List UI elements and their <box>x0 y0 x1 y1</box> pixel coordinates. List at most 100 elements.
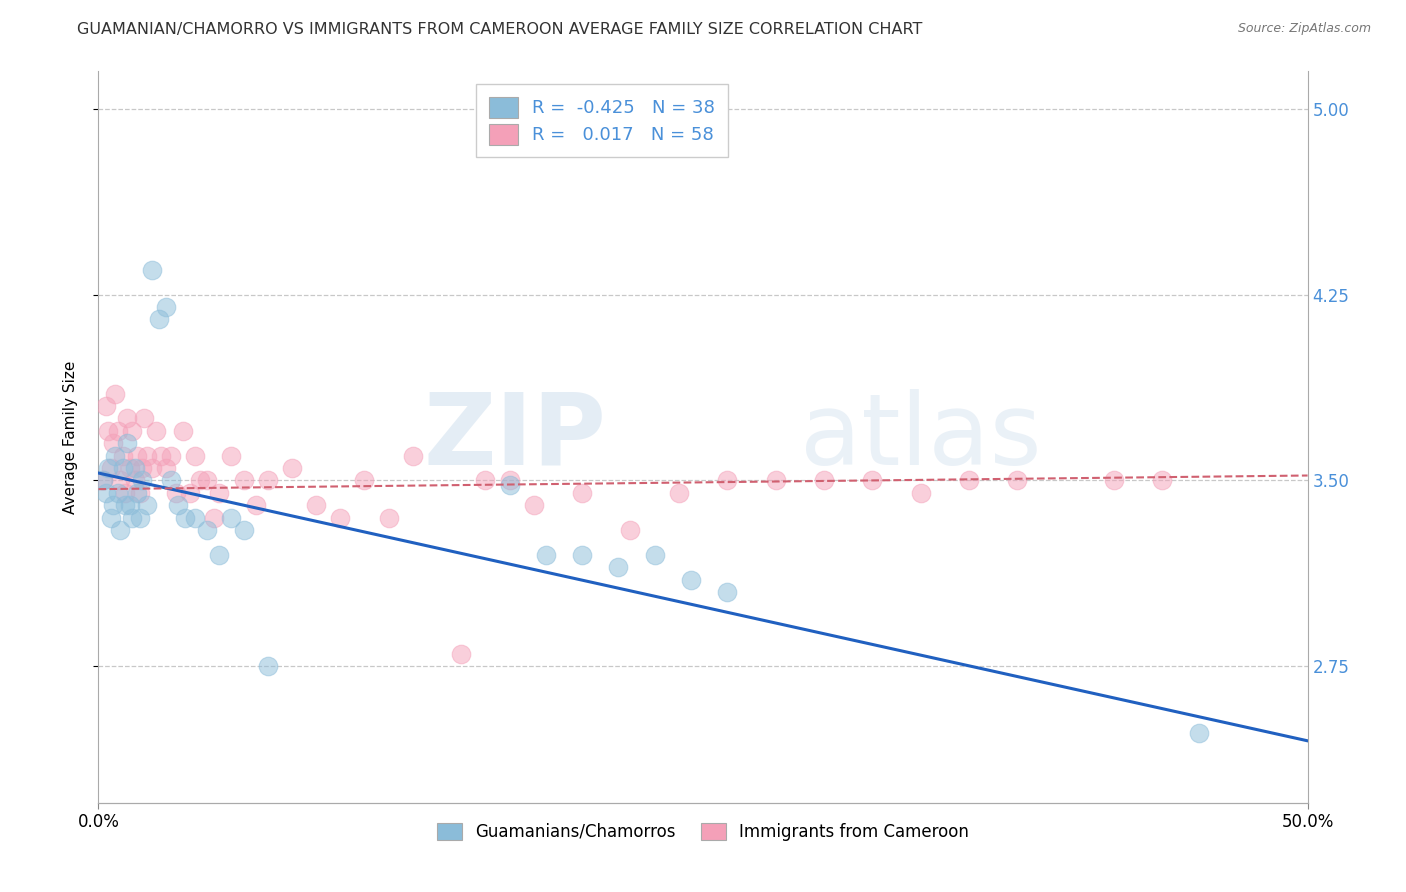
Point <box>94 399 117 413</box>
Point <box>256 659 278 673</box>
Point <box>124 474 146 488</box>
Point <box>118 498 141 512</box>
Point <box>957 474 980 488</box>
Point <box>114 486 136 500</box>
Point <box>208 548 231 562</box>
Point <box>117 411 139 425</box>
Point <box>127 486 149 500</box>
Point <box>117 436 139 450</box>
Point <box>127 449 149 463</box>
Point <box>208 486 231 500</box>
Point <box>128 486 150 500</box>
Point <box>571 486 593 500</box>
Point <box>124 461 146 475</box>
Point <box>121 510 143 524</box>
Point <box>281 461 304 475</box>
Point <box>1152 474 1174 488</box>
Y-axis label: Average Family Size: Average Family Size <box>63 360 77 514</box>
Point <box>329 510 352 524</box>
Point <box>221 510 243 524</box>
Point <box>108 474 131 488</box>
Point <box>450 647 472 661</box>
Point <box>474 474 496 488</box>
Text: atlas: atlas <box>800 389 1042 485</box>
Point <box>256 474 278 488</box>
Point <box>377 510 399 524</box>
Point <box>668 486 690 500</box>
Point <box>184 449 207 463</box>
Point <box>765 474 787 488</box>
Point <box>167 498 190 512</box>
Point <box>134 411 156 425</box>
Point <box>111 461 134 475</box>
Point <box>107 424 129 438</box>
Point <box>172 424 194 438</box>
Point <box>619 523 641 537</box>
Point <box>114 498 136 512</box>
Point <box>150 449 173 463</box>
Point <box>860 474 883 488</box>
Point <box>118 461 141 475</box>
Point <box>232 474 254 488</box>
Point <box>91 474 114 488</box>
Text: Source: ZipAtlas.com: Source: ZipAtlas.com <box>1237 22 1371 36</box>
Point <box>104 449 127 463</box>
Point <box>155 300 177 314</box>
Point <box>1102 474 1125 488</box>
Point <box>104 386 127 401</box>
Point <box>141 461 163 475</box>
Point <box>498 474 520 488</box>
Point <box>245 498 267 512</box>
Point <box>188 474 211 488</box>
Point <box>571 548 593 562</box>
Point <box>402 449 425 463</box>
Point <box>135 498 157 512</box>
Point <box>534 548 557 562</box>
Point <box>91 474 114 488</box>
Point <box>910 486 932 500</box>
Point <box>101 436 124 450</box>
Point <box>716 585 738 599</box>
Point <box>160 449 183 463</box>
Point <box>111 449 134 463</box>
Point <box>97 424 120 438</box>
Text: GUAMANIAN/CHAMORRO VS IMMIGRANTS FROM CAMEROON AVERAGE FAMILY SIZE CORRELATION C: GUAMANIAN/CHAMORRO VS IMMIGRANTS FROM CA… <box>77 22 922 37</box>
Point <box>644 548 666 562</box>
Point <box>128 510 150 524</box>
Point <box>607 560 630 574</box>
Point <box>184 510 207 524</box>
Point <box>160 474 183 488</box>
Point <box>204 510 226 524</box>
Point <box>121 424 143 438</box>
Point <box>221 449 243 463</box>
Text: ZIP: ZIP <box>423 389 606 485</box>
Point <box>148 312 170 326</box>
Point <box>165 486 187 500</box>
Point <box>305 498 328 512</box>
Point <box>353 474 375 488</box>
Point <box>813 474 835 488</box>
Point <box>135 449 157 463</box>
Point <box>101 498 124 512</box>
Point <box>94 486 117 500</box>
Point <box>679 573 702 587</box>
Point <box>195 523 218 537</box>
Point <box>232 523 254 537</box>
Point <box>716 474 738 488</box>
Point <box>131 461 153 475</box>
Point <box>141 262 163 277</box>
Legend: R =  -0.425   N = 38, R =   0.017   N = 58: R = -0.425 N = 38, R = 0.017 N = 58 <box>477 84 728 157</box>
Point <box>100 461 122 475</box>
Point <box>108 523 131 537</box>
Point <box>174 510 197 524</box>
Point <box>97 461 120 475</box>
Point <box>107 486 129 500</box>
Point <box>155 461 177 475</box>
Point <box>145 424 167 438</box>
Point <box>179 486 201 500</box>
Point <box>498 478 520 492</box>
Point <box>1188 726 1211 740</box>
Point <box>100 510 122 524</box>
Point <box>195 474 218 488</box>
Point <box>1007 474 1029 488</box>
